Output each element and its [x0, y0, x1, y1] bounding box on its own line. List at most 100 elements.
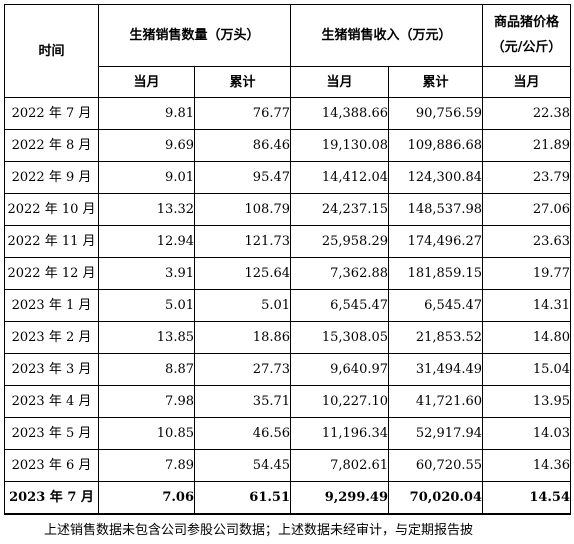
- volume-cumulative-cell: 86.46: [193, 129, 292, 162]
- revenue-cumulative-cell: 41,721.60: [388, 385, 484, 418]
- volume-cumulative-cell: 35.71: [193, 385, 292, 418]
- table-row: 2022 年 12 月 3.91 125.64 7,362.88 181,859…: [4, 257, 572, 290]
- revenue-cumulative-cell: 181,859.15: [388, 257, 484, 290]
- header-volume-cumulative: 累计: [193, 66, 292, 98]
- revenue-month-cell: 9,640.97: [290, 353, 390, 386]
- table-row: 2022 年 8 月 9.69 86.46 19,130.08 109,886.…: [4, 129, 572, 162]
- volume-month-cell: 7.98: [98, 385, 195, 418]
- period-cell: 2022 年 10 月: [4, 193, 99, 226]
- period-cell: 2023 年 7 月: [4, 481, 99, 515]
- price-cell: 14.03: [482, 417, 572, 450]
- volume-cumulative-cell: 46.56: [193, 417, 292, 450]
- price-cell: 14.31: [482, 289, 572, 322]
- header-price-month: 当月: [482, 66, 572, 98]
- price-cell: 15.04: [482, 353, 572, 386]
- period-cell: 2023 年 1 月: [4, 289, 99, 322]
- revenue-cumulative-cell: 90,756.59: [388, 97, 484, 130]
- footnote: 上述销售数据未包含公司参股公司数据；上述数据未经审计，与定期报告披: [44, 523, 474, 538]
- price-cell: 14.80: [482, 321, 572, 354]
- volume-month-cell: 10.85: [98, 417, 195, 450]
- header-price-line1: 商品猪价格: [494, 14, 560, 30]
- revenue-month-cell: 6,545.47: [290, 289, 390, 322]
- period-cell: 2022 年 9 月: [4, 161, 99, 194]
- table-row: 2022 年 10 月 13.32 108.79 24,237.15 148,5…: [4, 193, 572, 226]
- header-price: 商品猪价格 （元/公斤）: [482, 4, 572, 67]
- period-cell: 2022 年 12 月: [4, 257, 99, 290]
- revenue-cumulative-cell: 109,886.68: [388, 129, 484, 162]
- table-row: 2022 年 9 月 9.01 95.47 14,412.04 124,300.…: [4, 161, 572, 194]
- table-row: 2023 年 6 月 7.89 54.45 7,802.61 60,720.55…: [4, 449, 572, 482]
- volume-cumulative-cell: 18.86: [193, 321, 292, 354]
- revenue-month-cell: 14,388.66: [290, 97, 390, 130]
- volume-month-cell: 9.69: [98, 129, 195, 162]
- revenue-month-cell: 9,299.49: [290, 481, 390, 515]
- volume-cumulative-cell: 54.45: [193, 449, 292, 482]
- price-cell: 23.63: [482, 225, 572, 258]
- price-cell: 21.89: [482, 129, 572, 162]
- table-row: 2022 年 7 月 9.81 76.77 14,388.66 90,756.5…: [4, 97, 572, 130]
- revenue-cumulative-cell: 148,537.98: [388, 193, 484, 226]
- price-cell: 13.95: [482, 385, 572, 418]
- volume-month-cell: 12.94: [98, 225, 195, 258]
- revenue-cumulative-cell: 6,545.47: [388, 289, 484, 322]
- volume-cumulative-cell: 27.73: [193, 353, 292, 386]
- revenue-month-cell: 7,362.88: [290, 257, 390, 290]
- volume-month-cell: 7.89: [98, 449, 195, 482]
- table-row: 2022 年 11 月 12.94 121.73 25,958.29 174,4…: [4, 225, 572, 258]
- table-row-latest: 2023 年 7 月 7.06 61.51 9,299.49 70,020.04…: [4, 481, 572, 515]
- pig-sales-table: 时间 生猪销售数量（万头） 生猪销售收入（万元） 商品猪价格 （元/公斤） 当月…: [4, 4, 572, 515]
- revenue-cumulative-cell: 60,720.55: [388, 449, 484, 482]
- volume-cumulative-cell: 5.01: [193, 289, 292, 322]
- period-cell: 2023 年 6 月: [4, 449, 99, 482]
- volume-month-cell: 9.01: [98, 161, 195, 194]
- period-cell: 2023 年 3 月: [4, 353, 99, 386]
- revenue-month-cell: 24,237.15: [290, 193, 390, 226]
- volume-cumulative-cell: 76.77: [193, 97, 292, 130]
- revenue-month-cell: 11,196.34: [290, 417, 390, 450]
- volume-month-cell: 5.01: [98, 289, 195, 322]
- volume-month-cell: 13.32: [98, 193, 195, 226]
- volume-cumulative-cell: 108.79: [193, 193, 292, 226]
- header-row-sub: 当月 累计 当月 累计 当月: [5, 66, 572, 98]
- period-cell: 2022 年 7 月: [4, 97, 99, 130]
- volume-cumulative-cell: 95.47: [193, 161, 292, 194]
- volume-month-cell: 8.87: [98, 353, 195, 386]
- period-cell: 2022 年 8 月: [4, 129, 99, 162]
- volume-month-cell: 9.81: [98, 97, 195, 130]
- table-row: 2023 年 1 月 5.01 5.01 6,545.47 6,545.47 1…: [4, 289, 572, 322]
- volume-cumulative-cell: 125.64: [193, 257, 292, 290]
- header-revenue-month: 当月: [290, 66, 390, 98]
- period-cell: 2023 年 4 月: [4, 385, 99, 418]
- revenue-month-cell: 10,227.10: [290, 385, 390, 418]
- revenue-cumulative-cell: 174,496.27: [388, 225, 484, 258]
- table-row: 2023 年 5 月 10.85 46.56 11,196.34 52,917.…: [4, 417, 572, 450]
- header-time: 时间: [4, 4, 99, 98]
- revenue-cumulative-cell: 52,917.94: [388, 417, 484, 450]
- volume-cumulative-cell: 121.73: [193, 225, 292, 258]
- price-cell: 27.06: [482, 193, 572, 226]
- header-sales-volume: 生猪销售数量（万头）: [97, 4, 292, 67]
- revenue-month-cell: 25,958.29: [290, 225, 390, 258]
- volume-cumulative-cell: 61.51: [193, 481, 292, 515]
- header-row-top: 时间 生猪销售数量（万头） 生猪销售收入（万元） 商品猪价格 （元/公斤）: [4, 4, 572, 98]
- price-cell: 14.36: [482, 449, 572, 482]
- revenue-month-cell: 7,802.61: [290, 449, 390, 482]
- volume-month-cell: 3.91: [98, 257, 195, 290]
- volume-month-cell: 13.85: [98, 321, 195, 354]
- revenue-cumulative-cell: 21,853.52: [388, 321, 484, 354]
- period-cell: 2022 年 11 月: [4, 225, 99, 258]
- table-row: 2023 年 4 月 7.98 35.71 10,227.10 41,721.6…: [4, 385, 572, 418]
- period-cell: 2023 年 2 月: [4, 321, 99, 354]
- header-revenue-cumulative: 累计: [388, 66, 484, 98]
- revenue-month-cell: 14,412.04: [290, 161, 390, 194]
- header-volume-month: 当月: [98, 66, 195, 98]
- period-cell: 2023 年 5 月: [4, 417, 99, 450]
- header-price-line2: （元/公斤）: [491, 39, 562, 55]
- revenue-cumulative-cell: 124,300.84: [388, 161, 484, 194]
- revenue-month-cell: 19,130.08: [290, 129, 390, 162]
- price-cell: 14.54: [482, 481, 572, 515]
- volume-month-cell: 7.06: [98, 481, 195, 515]
- header-sales-revenue: 生猪销售收入（万元）: [290, 4, 484, 67]
- price-cell: 19.77: [482, 257, 572, 290]
- price-cell: 23.79: [482, 161, 572, 194]
